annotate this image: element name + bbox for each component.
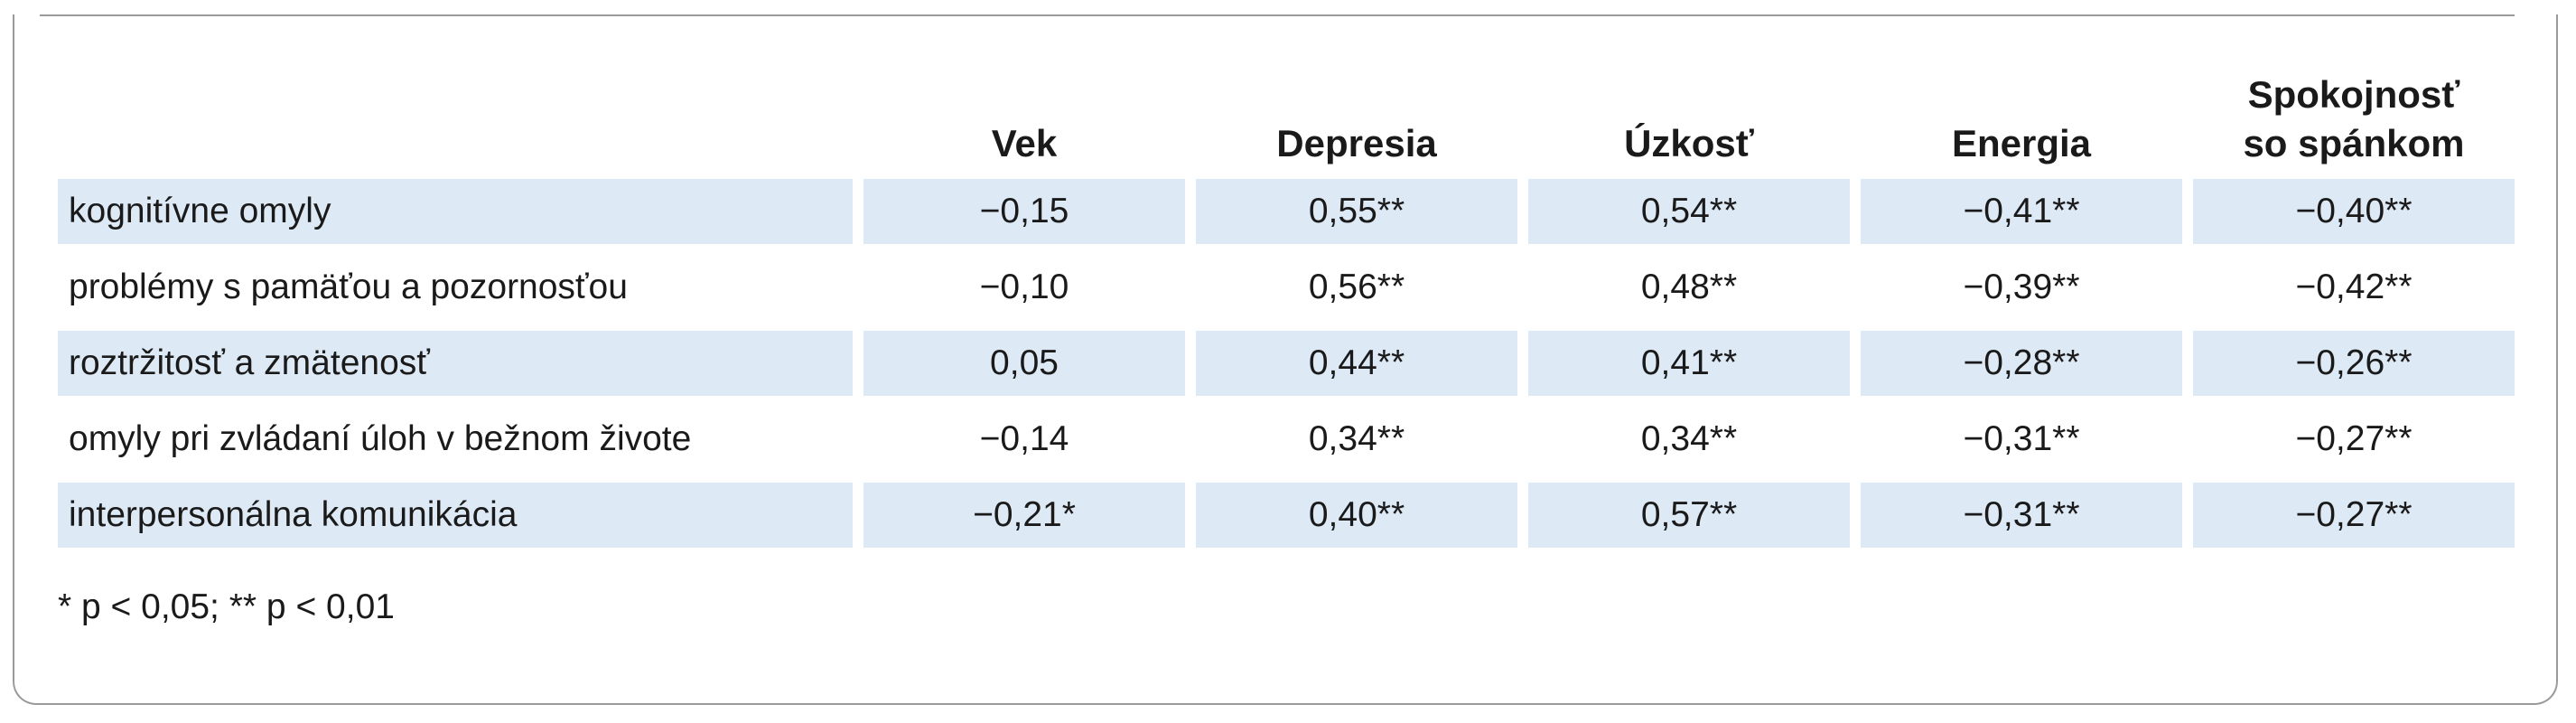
cell-vek: −0,15	[863, 179, 1185, 244]
cell-depresia: 0,55**	[1196, 179, 1517, 244]
cell-spokojnost: −0,42**	[2295, 268, 2413, 306]
row-label: problémy s pamäťou a pozornosťou	[69, 268, 628, 306]
header-spokojnost-so-spankom: Spokojnosť so spánkom	[2193, 70, 2515, 172]
cell-depresia: 0,40**	[1196, 483, 1517, 548]
cell-vek: 0,05	[863, 331, 1185, 396]
cell-depresia: 0,56**	[1308, 268, 1405, 306]
cell-depresia: 0,44**	[1196, 331, 1517, 396]
header-depresia: Depresia	[1276, 122, 1437, 164]
cell-spokojnost: −0,40**	[2193, 179, 2515, 244]
row-label: omyly pri zvládaní úloh v bežnom živote	[69, 419, 692, 458]
cell-uzkost: 0,57**	[1528, 483, 1850, 548]
table-header-row: Vek Depresia Úzkosť Energia Spokojnosť s…	[58, 54, 2515, 172]
correlation-table: Vek Depresia Úzkosť Energia Spokojnosť s…	[58, 54, 2515, 559]
table-row: problémy s pamäťou a pozornosťou −0,10 0…	[58, 255, 2515, 320]
table-row: interpersonálna komunikácia −0,21* 0,40*…	[58, 483, 2515, 548]
header-spokojnost-line2: so spánkom	[2243, 122, 2465, 164]
cell-depresia: 0,34**	[1308, 419, 1405, 458]
table-row: omyly pri zvládaní úloh v bežnom živote …	[58, 407, 2515, 472]
header-spokojnost-line1: Spokojnosť	[2247, 73, 2460, 116]
table-row: kognitívne omyly −0,15 0,55** 0,54** −0,…	[58, 179, 2515, 244]
table-row: roztržitosť a zmätenosť 0,05 0,44** 0,41…	[58, 331, 2515, 396]
row-label: roztržitosť a zmätenosť	[58, 331, 853, 396]
row-label: kognitívne omyly	[58, 179, 853, 244]
cell-spokojnost: −0,27**	[2193, 483, 2515, 548]
header-energia: Energia	[1951, 122, 2092, 164]
cell-energia: −0,31**	[1963, 419, 2080, 458]
cell-uzkost: 0,34**	[1640, 419, 1738, 458]
row-label: interpersonálna komunikácia	[58, 483, 853, 548]
cell-uzkost: 0,41**	[1528, 331, 1850, 396]
cell-energia: −0,39**	[1963, 268, 2080, 306]
cell-energia: −0,31**	[1861, 483, 2182, 548]
table-footnote: * p < 0,05; ** p < 0,01	[58, 587, 395, 626]
cell-vek: −0,21*	[863, 483, 1185, 548]
cell-uzkost: 0,54**	[1528, 179, 1850, 244]
cell-vek: −0,10	[979, 268, 1069, 306]
top-rule	[40, 14, 2515, 16]
cell-energia: −0,28**	[1861, 331, 2182, 396]
cell-uzkost: 0,48**	[1640, 268, 1738, 306]
cell-energia: −0,41**	[1861, 179, 2182, 244]
cell-vek: −0,14	[979, 419, 1069, 458]
header-uzkost: Úzkosť	[1624, 122, 1754, 164]
cell-spokojnost: −0,26**	[2193, 331, 2515, 396]
cell-spokojnost: −0,27**	[2295, 419, 2413, 458]
header-vek: Vek	[991, 122, 1058, 164]
table-frame	[13, 14, 2558, 705]
